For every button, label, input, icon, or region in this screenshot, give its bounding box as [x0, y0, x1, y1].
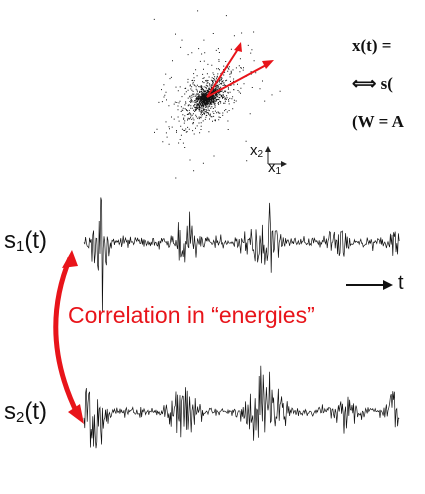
basis-vector-1-arrowhead [234, 42, 242, 52]
signal-1-trace [83, 197, 400, 313]
formula-line-3: (W = A [352, 112, 404, 131]
axis-label-x2: x2 [250, 142, 264, 160]
basis-vector-2 [206, 63, 269, 98]
time-arrow [346, 280, 393, 290]
signal-1-label: s1(t) [4, 227, 47, 255]
scatter-plot [153, 10, 281, 179]
axis-label-x1: x1 [268, 159, 282, 177]
time-label: t [398, 272, 404, 294]
scatter-axes-glyph [265, 146, 287, 167]
signal-2-label: s2(t) [4, 398, 47, 426]
formula-line-2: ⟺ s( [352, 74, 393, 93]
correlation-label: Correlation in “energies” [68, 302, 315, 328]
scatter-points [153, 10, 281, 179]
scatter-vectors [206, 42, 274, 98]
basis-vector-2-arrowhead [262, 60, 274, 69]
basis-vector-1 [206, 45, 241, 98]
formula-line-1: x(t) = [352, 36, 392, 55]
signal-2-trace [83, 365, 400, 449]
correlation-arrow [53, 250, 84, 424]
